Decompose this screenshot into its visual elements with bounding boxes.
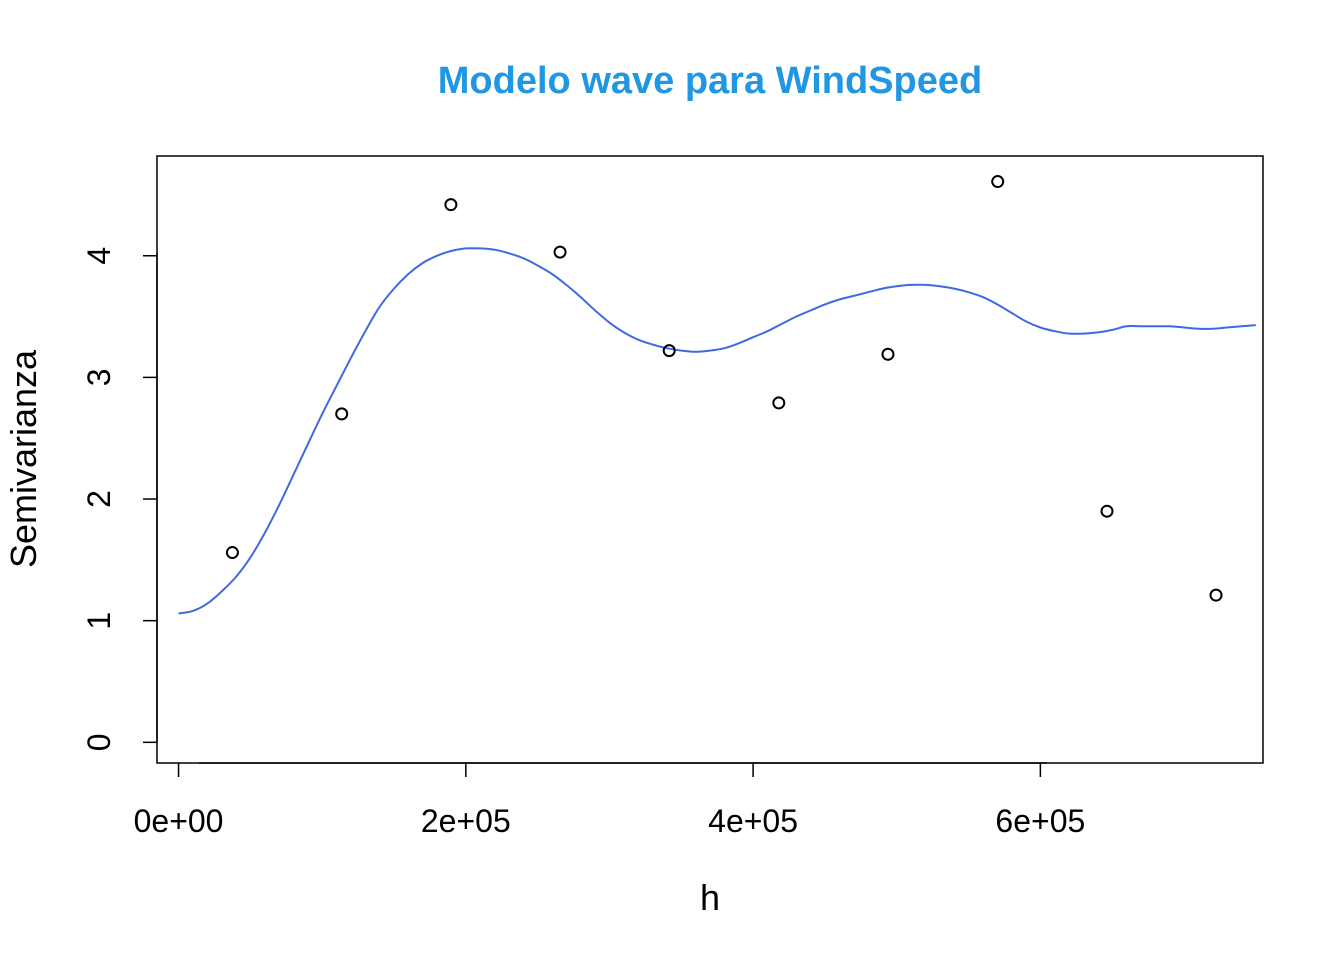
x-axis-ticks: 0e+00 2e+05 4e+05 6e+05 — [134, 763, 1085, 839]
data-point — [335, 407, 349, 421]
x-axis-label: h — [700, 877, 720, 918]
data-point — [553, 245, 567, 259]
data-point — [662, 344, 676, 358]
x-tick-label: 0e+00 — [134, 803, 224, 839]
y-tick-label: 3 — [81, 368, 117, 386]
y-tick-label: 4 — [81, 247, 117, 265]
plot-frame — [156, 155, 1264, 764]
data-point — [991, 175, 1005, 189]
data-point — [881, 347, 895, 361]
y-tick-label: 1 — [81, 612, 117, 630]
y-tick-label: 0 — [81, 733, 117, 751]
data-point — [1100, 504, 1114, 518]
chart-title: Modelo wave para WindSpeed — [438, 60, 982, 102]
series-layer — [178, 175, 1256, 615]
y-tick-label: 2 — [81, 490, 117, 508]
x-tick-label: 2e+05 — [421, 803, 511, 839]
x-tick-label: 6e+05 — [995, 803, 1085, 839]
x-tick-label: 4e+05 — [708, 803, 798, 839]
data-point — [444, 198, 458, 212]
data-point — [772, 396, 786, 410]
data-point — [225, 546, 239, 560]
y-axis-label: Semivarianza — [3, 349, 44, 568]
model-curve — [178, 247, 1256, 615]
y-axis-ticks: 0 1 2 3 4 — [81, 247, 157, 751]
data-point — [1209, 588, 1223, 602]
